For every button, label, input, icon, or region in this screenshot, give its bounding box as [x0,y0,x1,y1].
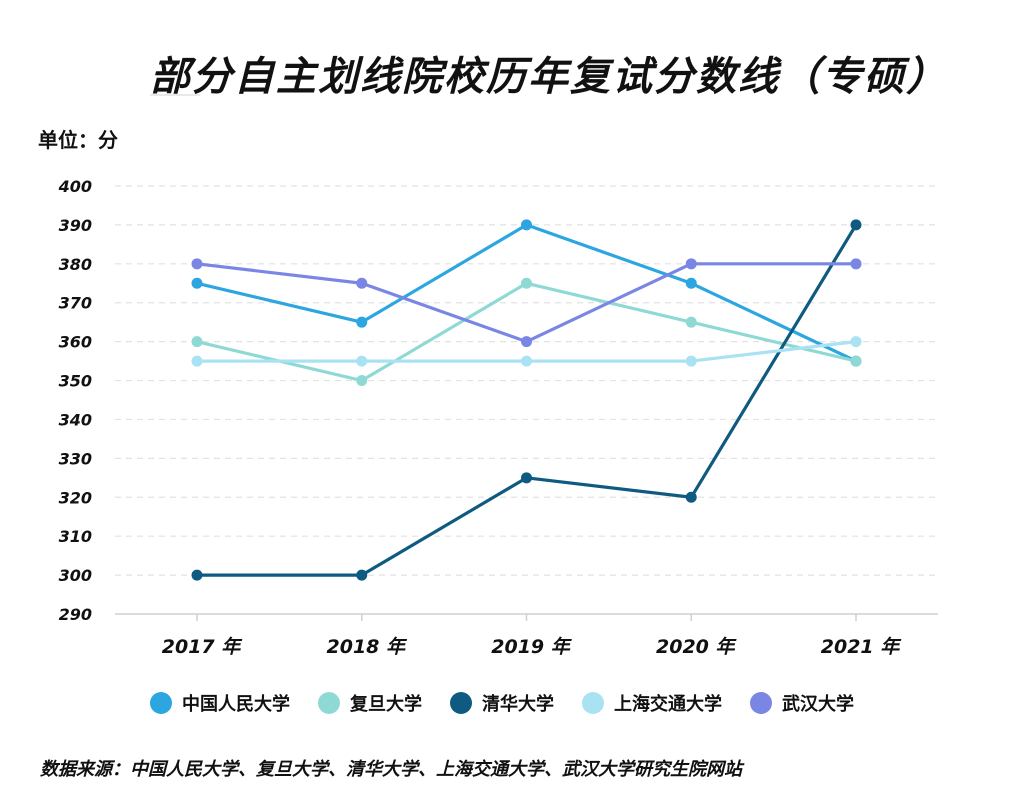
legend-item: 复旦大学 [318,690,422,716]
data-point [685,491,697,503]
legend-item: 武汉大学 [750,690,854,716]
data-point [521,277,532,289]
data-point [521,336,532,348]
data-point [356,316,368,328]
data-point [356,277,368,289]
data-point [850,258,862,270]
data-source-note: 数据来源：中国人民大学、复旦大学、清华大学、上海交通大学、武汉大学研究生院网站 [40,759,742,780]
chart-title: 部分自主划线院校历年复试分数线（专硕） [150,54,948,100]
y-axis-ticks: 400 390 380 370 360 350 340 330 320 310 300 290 [58,177,92,624]
y-tick-label: 360 [59,333,92,352]
data-point [191,258,203,270]
x-axis: 2017 年 2018 年 2019 年 2020 年 2021 年 [115,613,938,658]
legend-item: 上海交通大学 [582,690,722,716]
y-tick-label: 310 [59,527,92,546]
data-point [356,569,368,581]
x-tick-label: 2019 年 [491,636,572,658]
data-point [685,258,697,270]
y-tick-label: 370 [59,294,92,313]
data-point [191,336,203,348]
y-tick-label: 300 [59,566,92,585]
x-tick-label: 2017 年 [162,636,243,658]
grid-lines [115,185,938,576]
data-point [850,219,862,231]
title-divider [150,94,200,96]
y-tick-label: 390 [59,216,92,235]
legend: 中国人民大学 复旦大学 清华大学 上海交通大学 武汉大学 [150,688,854,718]
series-line [197,224,858,577]
data-point [521,355,532,367]
data-point [191,569,203,581]
y-tick-label: 340 [59,410,92,429]
data-point [850,355,862,367]
series-lines [191,219,862,581]
y-tick-label: 290 [59,605,92,624]
data-point [356,375,368,387]
legend-swatch [450,692,472,714]
legend-swatch [582,692,604,714]
legend-label: 复旦大学 [350,694,422,715]
legend-label: 武汉大学 [782,694,854,715]
data-point [850,336,862,348]
data-point [685,277,697,289]
legend-label: 上海交通大学 [614,694,722,715]
y-tick-label: 320 [59,488,92,507]
data-point [521,219,532,231]
legend-item: 清华大学 [450,690,554,716]
data-point [685,316,697,328]
y-tick-label: 350 [59,372,92,391]
y-tick-label: 330 [59,449,92,468]
data-point [356,355,368,367]
legend-item: 中国人民大学 [150,690,290,716]
legend-swatch [318,692,340,714]
data-point [191,277,203,289]
y-tick-label: 400 [58,177,92,196]
data-point [521,472,532,484]
legend-swatch [150,692,172,714]
unit-label: 单位：分 [38,128,118,152]
legend-swatch [750,692,772,714]
y-tick-label: 380 [59,255,92,274]
x-tick-label: 2020 年 [656,636,737,658]
x-tick-label: 2018 年 [327,636,408,658]
x-tick-label: 2021 年 [821,636,902,658]
data-point [685,355,697,367]
data-point [191,355,203,367]
legend-label: 中国人民大学 [182,694,290,715]
legend-label: 清华大学 [482,694,554,715]
